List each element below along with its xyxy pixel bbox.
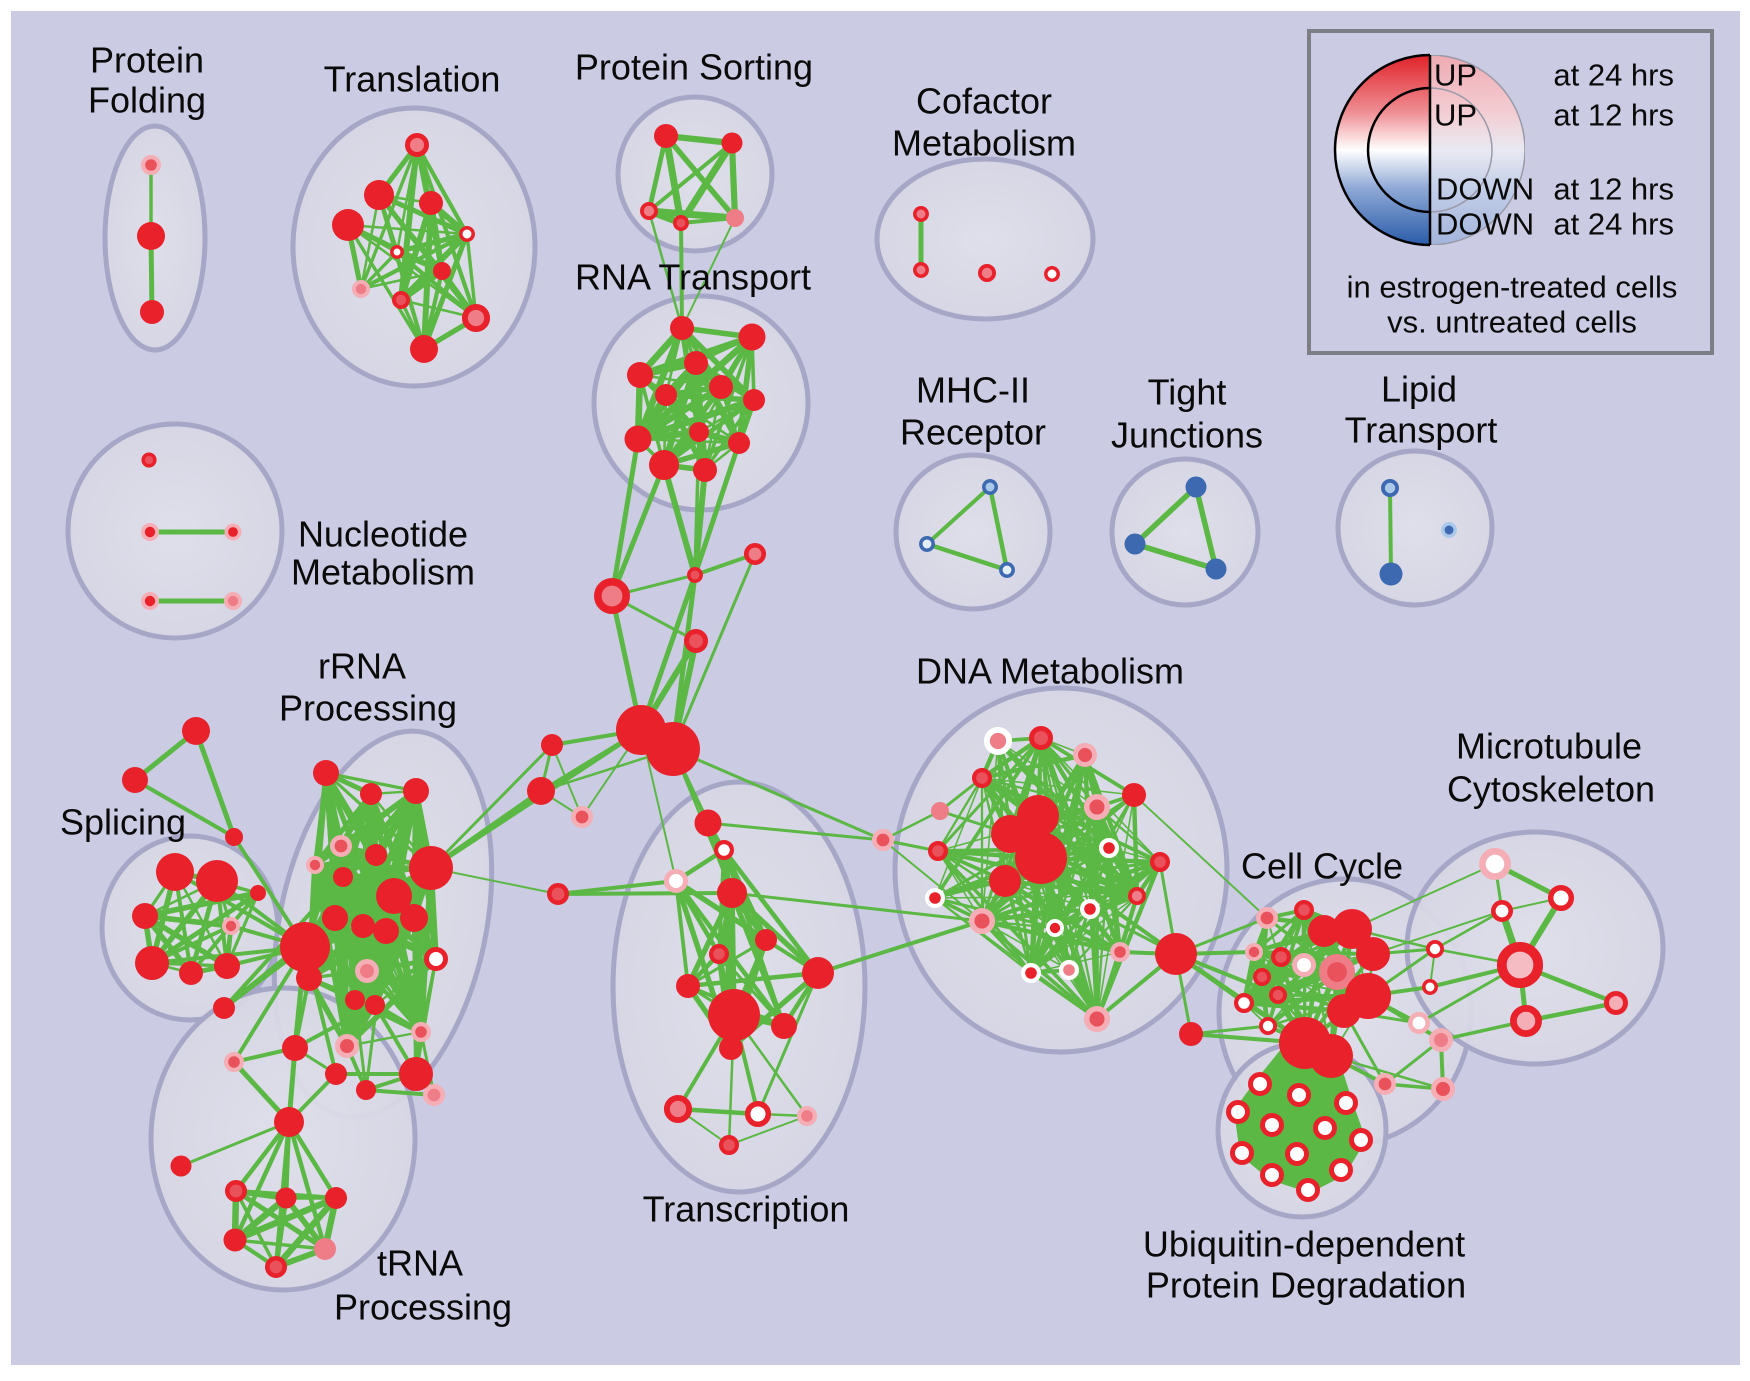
svg-text:Transcription: Transcription: [643, 1189, 850, 1230]
svg-text:Lipid: Lipid: [1381, 369, 1457, 410]
svg-text:Translation: Translation: [324, 59, 501, 100]
svg-text:Metabolism: Metabolism: [892, 123, 1076, 164]
svg-text:rRNA: rRNA: [318, 646, 406, 687]
svg-text:Protein Sorting: Protein Sorting: [575, 47, 813, 88]
svg-text:RNA Transport: RNA Transport: [575, 257, 811, 298]
svg-text:Nucleotide: Nucleotide: [298, 514, 468, 555]
svg-text:UP: UP: [1434, 58, 1477, 93]
svg-text:DOWN: DOWN: [1436, 207, 1534, 242]
svg-text:DOWN: DOWN: [1436, 172, 1534, 207]
svg-text:tRNA: tRNA: [377, 1243, 463, 1284]
svg-text:MHC-II: MHC-II: [916, 370, 1030, 411]
svg-text:Protein: Protein: [90, 40, 204, 81]
svg-text:vs. untreated cells: vs. untreated cells: [1387, 305, 1637, 340]
svg-text:Folding: Folding: [88, 80, 206, 121]
svg-text:Protein Degradation: Protein Degradation: [1146, 1265, 1466, 1306]
svg-text:Splicing: Splicing: [60, 802, 186, 843]
svg-text:DNA Metabolism: DNA Metabolism: [916, 651, 1184, 692]
svg-text:Tight: Tight: [1148, 372, 1227, 413]
svg-text:Cofactor: Cofactor: [916, 81, 1052, 122]
svg-text:Microtubule: Microtubule: [1456, 726, 1642, 767]
svg-text:Ubiquitin-dependent: Ubiquitin-dependent: [1143, 1224, 1465, 1265]
svg-text:Processing: Processing: [279, 688, 457, 729]
svg-text:at 24 hrs: at 24 hrs: [1553, 207, 1674, 242]
svg-text:UP: UP: [1434, 98, 1477, 133]
svg-text:Metabolism: Metabolism: [291, 552, 475, 593]
svg-text:Processing: Processing: [334, 1287, 512, 1328]
svg-text:Transport: Transport: [1345, 410, 1498, 451]
svg-text:at 24 hrs: at 24 hrs: [1553, 58, 1674, 93]
svg-text:in estrogen-treated cells: in estrogen-treated cells: [1347, 270, 1678, 305]
svg-text:at 12 hrs: at 12 hrs: [1553, 98, 1674, 133]
svg-text:Receptor: Receptor: [900, 412, 1046, 453]
svg-text:Cell Cycle: Cell Cycle: [1241, 846, 1403, 887]
svg-text:Cytoskeleton: Cytoskeleton: [1447, 769, 1655, 810]
svg-text:Junctions: Junctions: [1111, 415, 1263, 456]
svg-text:at 12 hrs: at 12 hrs: [1553, 172, 1674, 207]
